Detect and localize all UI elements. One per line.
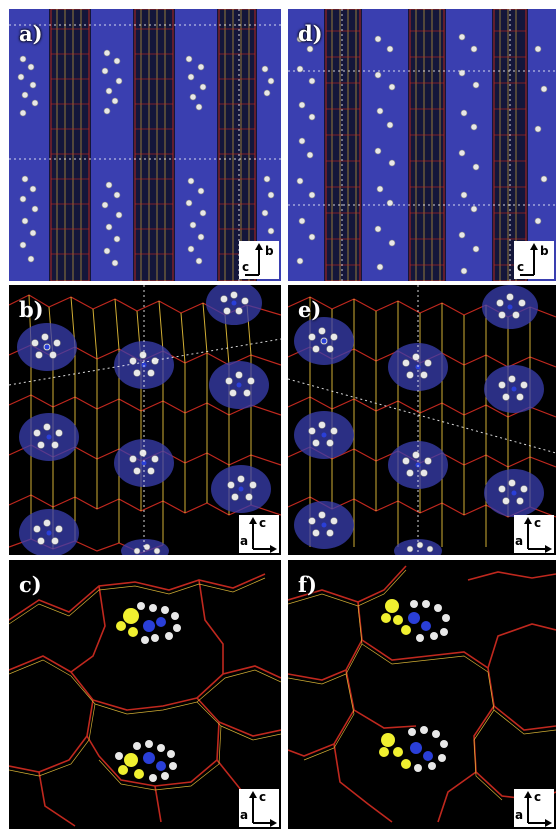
axis-indicator: c a [514, 789, 554, 827]
axis-v-label: c [534, 790, 542, 804]
panel-d: d) b c [288, 9, 556, 281]
axis-arrows-icon [520, 243, 538, 276]
axis-h-label: a [515, 808, 524, 822]
axis-v-label: c [259, 790, 267, 804]
axis-arrows-icon [249, 517, 277, 553]
panel-label: a) [19, 21, 43, 46]
axis-h-label: a [240, 534, 249, 548]
panel-c: c) c a [9, 560, 281, 829]
axis-arrows-icon [245, 243, 263, 276]
axis-h-label: a [515, 534, 524, 548]
panel-b-image [9, 285, 281, 555]
axis-indicator: b c [239, 241, 279, 279]
panel-label: e) [298, 297, 322, 322]
axis-indicator: c a [239, 789, 279, 827]
axis-v-label: c [259, 516, 267, 530]
axis-indicator: c a [514, 515, 554, 553]
panel-b: b) c a [9, 285, 281, 555]
axis-arrows-icon [524, 791, 552, 827]
axis-v-label: c [534, 516, 542, 530]
panel-e-image [288, 285, 556, 555]
panel-label: d) [298, 21, 323, 46]
panel-a: a) b c [9, 9, 281, 281]
axis-indicator: b c [514, 241, 554, 279]
axis-arrows-icon [524, 517, 552, 553]
axis-v-label: c [517, 260, 525, 274]
panel-label: f) [298, 572, 317, 597]
axis-h-label: a [240, 808, 249, 822]
axis-indicator: c a [239, 515, 279, 553]
axis-v-label: c [242, 260, 250, 274]
axis-h-label: b [540, 244, 549, 258]
panel-f-image [288, 560, 556, 829]
axis-h-label: b [265, 244, 274, 258]
panel-d-image [288, 9, 556, 281]
panel-e: e) c a [288, 285, 556, 555]
axis-arrows-icon [249, 791, 277, 827]
panel-a-image [9, 9, 281, 281]
panel-c-image [9, 560, 281, 829]
panel-label: c) [19, 572, 42, 597]
panel-f: f) c a [288, 560, 556, 829]
panel-label: b) [19, 297, 44, 322]
